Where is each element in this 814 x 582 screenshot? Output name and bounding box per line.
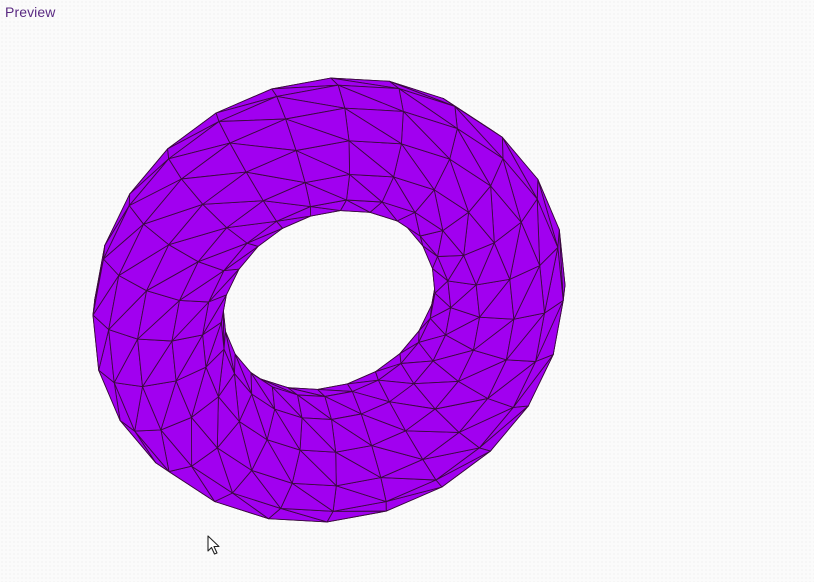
preview-title: Preview (5, 4, 56, 20)
torus-face (360, 413, 407, 447)
torus-mesh (92, 77, 566, 523)
torus-face (229, 142, 297, 173)
torus-face (285, 118, 350, 151)
torus-face (326, 510, 387, 523)
torus-face (202, 171, 264, 205)
arrow-cursor-icon (207, 535, 220, 555)
